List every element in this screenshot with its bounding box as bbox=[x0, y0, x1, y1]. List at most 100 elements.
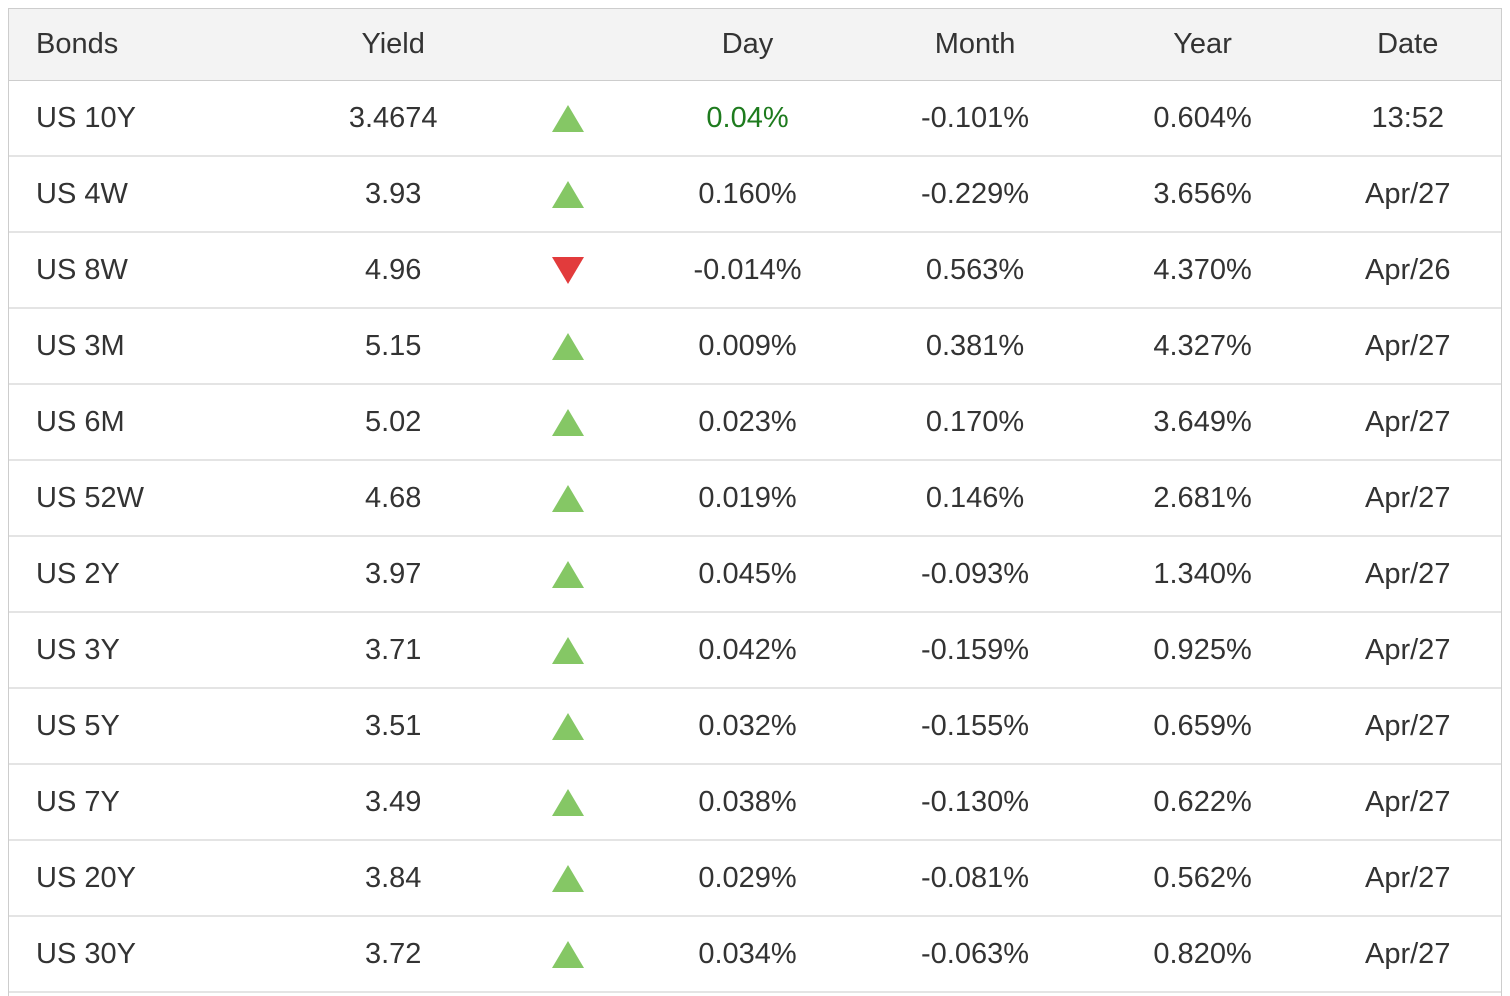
date-value: Apr/27 bbox=[1314, 460, 1501, 537]
column-header-arrow bbox=[501, 9, 636, 81]
bonds-table: Bonds Yield Day Month Year Date US 10Y 3… bbox=[9, 9, 1501, 993]
direction-cell bbox=[501, 536, 636, 613]
yield-value: 3.84 bbox=[285, 840, 502, 917]
bond-name-link[interactable]: US 7Y bbox=[9, 764, 286, 841]
year-change-value: 1.340% bbox=[1090, 536, 1315, 613]
day-change-value: -0.014% bbox=[635, 232, 860, 309]
bond-name-link[interactable]: US 52W bbox=[9, 460, 286, 537]
table-row[interactable]: US 5Y 3.51 0.032% -0.155% 0.659% Apr/27 bbox=[9, 688, 1501, 765]
bond-name-link[interactable]: US 5Y bbox=[9, 688, 286, 765]
direction-cell bbox=[501, 460, 636, 537]
bond-name-link[interactable]: US 3M bbox=[9, 308, 286, 385]
year-change-value: 3.656% bbox=[1090, 156, 1315, 233]
table-row[interactable]: US 20Y 3.84 0.029% -0.081% 0.562% Apr/27 bbox=[9, 840, 1501, 917]
direction-cell bbox=[501, 308, 636, 385]
yield-value: 3.93 bbox=[285, 156, 502, 233]
month-change-value: 0.563% bbox=[859, 232, 1091, 309]
yield-value: 3.72 bbox=[285, 916, 502, 993]
direction-cell bbox=[501, 688, 636, 765]
bond-name-link[interactable]: US 20Y bbox=[9, 840, 286, 917]
date-value: Apr/27 bbox=[1314, 688, 1501, 765]
day-change-value: 0.032% bbox=[635, 688, 860, 765]
table-row[interactable]: US 30Y 3.72 0.034% -0.063% 0.820% Apr/27 bbox=[9, 916, 1501, 993]
month-change-value: -0.093% bbox=[859, 536, 1091, 613]
partial-next-row bbox=[9, 993, 1501, 996]
table-row[interactable]: US 8W 4.96 -0.014% 0.563% 4.370% Apr/26 bbox=[9, 232, 1501, 309]
up-triangle-icon bbox=[552, 941, 585, 969]
direction-cell bbox=[501, 764, 636, 841]
day-change-value: 0.160% bbox=[635, 156, 860, 233]
bonds-table-body: US 10Y 3.4674 0.04% -0.101% 0.604% 13:52… bbox=[9, 80, 1501, 993]
day-change-value: 0.04% bbox=[635, 80, 860, 157]
table-row[interactable]: US 3Y 3.71 0.042% -0.159% 0.925% Apr/27 bbox=[9, 612, 1501, 689]
table-row[interactable]: US 3M 5.15 0.009% 0.381% 4.327% Apr/27 bbox=[9, 308, 1501, 385]
direction-cell bbox=[501, 916, 636, 993]
date-value: Apr/26 bbox=[1314, 232, 1501, 309]
table-row[interactable]: US 2Y 3.97 0.045% -0.093% 1.340% Apr/27 bbox=[9, 536, 1501, 613]
up-triangle-icon bbox=[552, 181, 585, 209]
bonds-table-container: Bonds Yield Day Month Year Date US 10Y 3… bbox=[8, 8, 1502, 996]
day-change-value: 0.019% bbox=[635, 460, 860, 537]
up-triangle-icon bbox=[552, 789, 585, 817]
yield-value: 3.51 bbox=[285, 688, 502, 765]
column-header-month: Month bbox=[859, 9, 1091, 81]
column-header-date: Date bbox=[1314, 9, 1501, 81]
direction-cell bbox=[501, 156, 636, 233]
year-change-value: 0.820% bbox=[1090, 916, 1315, 993]
yield-value: 4.96 bbox=[285, 232, 502, 309]
up-triangle-icon bbox=[552, 409, 585, 437]
month-change-value: -0.159% bbox=[859, 612, 1091, 689]
yield-value: 5.15 bbox=[285, 308, 502, 385]
up-triangle-icon bbox=[552, 713, 585, 741]
day-change-value: 0.023% bbox=[635, 384, 860, 461]
year-change-value: 3.649% bbox=[1090, 384, 1315, 461]
month-change-value: -0.229% bbox=[859, 156, 1091, 233]
direction-cell bbox=[501, 612, 636, 689]
table-row[interactable]: US 4W 3.93 0.160% -0.229% 3.656% Apr/27 bbox=[9, 156, 1501, 233]
year-change-value: 0.659% bbox=[1090, 688, 1315, 765]
yield-value: 3.4674 bbox=[285, 80, 502, 157]
column-header-bonds: Bonds bbox=[9, 9, 286, 81]
date-value: Apr/27 bbox=[1314, 156, 1501, 233]
date-value: Apr/27 bbox=[1314, 840, 1501, 917]
date-value: Apr/27 bbox=[1314, 536, 1501, 613]
table-row[interactable]: US 7Y 3.49 0.038% -0.130% 0.622% Apr/27 bbox=[9, 764, 1501, 841]
date-value: 13:52 bbox=[1314, 80, 1501, 157]
table-row[interactable]: US 10Y 3.4674 0.04% -0.101% 0.604% 13:52 bbox=[9, 80, 1501, 157]
bond-name-link[interactable]: US 8W bbox=[9, 232, 286, 309]
bond-name-link[interactable]: US 10Y bbox=[9, 80, 286, 157]
year-change-value: 2.681% bbox=[1090, 460, 1315, 537]
month-change-value: 0.146% bbox=[859, 460, 1091, 537]
table-row[interactable]: US 52W 4.68 0.019% 0.146% 2.681% Apr/27 bbox=[9, 460, 1501, 537]
direction-cell bbox=[501, 384, 636, 461]
up-triangle-icon bbox=[552, 485, 585, 513]
year-change-value: 0.604% bbox=[1090, 80, 1315, 157]
bond-name-link[interactable]: US 6M bbox=[9, 384, 286, 461]
bond-name-link[interactable]: US 30Y bbox=[9, 916, 286, 993]
direction-cell bbox=[501, 232, 636, 309]
up-triangle-icon bbox=[552, 561, 585, 589]
date-value: Apr/27 bbox=[1314, 612, 1501, 689]
month-change-value: 0.381% bbox=[859, 308, 1091, 385]
bond-name-link[interactable]: US 3Y bbox=[9, 612, 286, 689]
year-change-value: 0.925% bbox=[1090, 612, 1315, 689]
day-change-value: 0.038% bbox=[635, 764, 860, 841]
date-value: Apr/27 bbox=[1314, 308, 1501, 385]
table-row[interactable]: US 6M 5.02 0.023% 0.170% 3.649% Apr/27 bbox=[9, 384, 1501, 461]
up-triangle-icon bbox=[552, 637, 585, 665]
yield-value: 3.97 bbox=[285, 536, 502, 613]
month-change-value: -0.101% bbox=[859, 80, 1091, 157]
year-change-value: 0.562% bbox=[1090, 840, 1315, 917]
yield-value: 5.02 bbox=[285, 384, 502, 461]
month-change-value: -0.081% bbox=[859, 840, 1091, 917]
bond-name-link[interactable]: US 4W bbox=[9, 156, 286, 233]
yield-value: 3.49 bbox=[285, 764, 502, 841]
yield-value: 4.68 bbox=[285, 460, 502, 537]
year-change-value: 0.622% bbox=[1090, 764, 1315, 841]
up-triangle-icon bbox=[552, 865, 585, 893]
day-change-value: 0.042% bbox=[635, 612, 860, 689]
down-triangle-icon bbox=[552, 257, 585, 285]
day-change-value: 0.045% bbox=[635, 536, 860, 613]
month-change-value: -0.063% bbox=[859, 916, 1091, 993]
bond-name-link[interactable]: US 2Y bbox=[9, 536, 286, 613]
